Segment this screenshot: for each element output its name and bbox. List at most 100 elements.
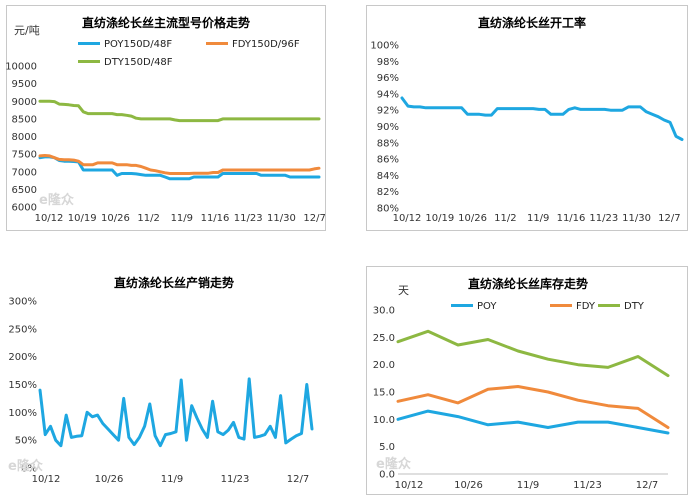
watermark-logo: e隆众 — [8, 458, 43, 474]
y-tick-label: 9000 — [12, 97, 37, 108]
x-tick-label: 11/30 — [267, 213, 296, 224]
y-tick-label: 5.0 — [379, 442, 395, 453]
x-tick-label: 11/9 — [517, 480, 539, 491]
y-tick-label: 50% — [15, 436, 37, 447]
legend-label: POY150D/48F — [104, 39, 172, 50]
y-axis-unit: 元/吨 — [14, 24, 40, 37]
y-tick-label: 0.0 — [379, 470, 395, 481]
x-tick-label: 12/7 — [303, 213, 325, 224]
y-tick-label: 9500 — [12, 79, 37, 90]
x-tick-label: 11/9 — [161, 474, 183, 485]
y-tick-label: 90% — [377, 122, 399, 133]
x-tick-label: 11/23 — [234, 213, 263, 224]
y-tick-label: 8000 — [12, 132, 37, 143]
series-lines — [400, 96, 684, 141]
x-tick-label: 11/23 — [573, 480, 602, 491]
x-tick-label: 11/30 — [622, 213, 651, 224]
x-tick-label: 11/23 — [589, 213, 618, 224]
x-tick-label: 10/12 — [35, 213, 64, 224]
y-tick-label: 25.0 — [373, 333, 395, 344]
series-lines — [38, 99, 321, 181]
y-tick-label: 92% — [377, 106, 399, 117]
chart-title: 直纺涤纶长丝库存走势 — [468, 276, 588, 291]
x-ticks: 10/12 10/19 10/26 11/2 11/9 11/16 11/23 11/30 12… — [35, 213, 326, 224]
y-tick-label: 250% — [8, 324, 37, 335]
y-tick-label: 7500 — [12, 150, 37, 161]
y-tick-label: 30.0 — [373, 306, 395, 317]
y-tick-label: 82% — [377, 187, 399, 198]
x-ticks: 10/12 10/19 10/26 11/2 11/9 11/16 11/23 11/30 12… — [393, 213, 681, 224]
legend-label: POY — [477, 301, 497, 312]
x-tick-label: 11/23 — [221, 474, 250, 485]
x-tick-label: 10/26 — [454, 480, 483, 491]
series-line-poy150d-48f — [38, 155, 321, 181]
series-line-poy — [396, 409, 670, 435]
x-tick-label: 10/12 — [395, 480, 424, 491]
x-tick-label: 10/12 — [32, 474, 61, 485]
y-tick-label: 80% — [377, 204, 399, 215]
y-ticks: 6000 6500 7000 7500 8000 8500 9000 9500 10000 — [6, 62, 37, 214]
y-tick-label: 200% — [8, 352, 37, 363]
watermark-logo: e隆众 — [376, 456, 411, 472]
chart-title: 直纺涤纶长丝主流型号价格走势 — [82, 15, 250, 30]
price-chart: 直纺涤纶长丝主流型号价格走势 元/吨 6000 6500 7000 7500 8000 8… — [6, 5, 326, 231]
chart-legend: POY150D/48F FDY150D/96F DTY150D/48F — [78, 39, 300, 68]
series-line — [38, 377, 314, 448]
chart-legend: POY FDY DTY — [451, 301, 645, 312]
x-tick-label: 10/26 — [95, 474, 124, 485]
y-tick-label: 100% — [370, 41, 399, 52]
series-line-fdy — [396, 385, 670, 429]
x-tick-label: 10/19 — [425, 213, 454, 224]
x-tick-label: 12/7 — [287, 474, 309, 485]
chart-title: 直纺涤纶长丝产销走势 — [114, 275, 234, 290]
price-chart-panel: 直纺涤纶长丝主流型号价格走势 元/吨 6000 6500 7000 7500 8000 8… — [6, 5, 326, 231]
operating-rate-chart-panel: 直纺涤纶长丝开工率 80% 82% 84% 86% 88% 90% 92% 94% 96% 98%… — [366, 5, 688, 231]
chart-title: 直纺涤纶长丝开工率 — [478, 15, 586, 30]
x-ticks: 10/12 10/26 11/9 11/23 12/7 — [395, 480, 659, 491]
y-tick-label: 6000 — [12, 203, 37, 214]
x-tick-label: 11/2 — [494, 213, 516, 224]
y-ticks: 0% 50% 100% 150% 200% 250% 300% — [8, 297, 37, 475]
series-lines — [396, 329, 670, 435]
x-tick-label: 10/19 — [68, 213, 97, 224]
series-line-dty — [396, 329, 670, 378]
x-ticks: 10/12 10/26 11/9 11/23 12/7 — [32, 474, 310, 485]
legend-label: FDY — [576, 301, 596, 312]
series-line — [400, 96, 684, 141]
y-ticks: 0.0 5.0 10.0 15.0 20.0 25.0 30.0 — [373, 306, 668, 481]
x-tick-label: 11/16 — [201, 213, 230, 224]
y-ticks: 80% 82% 84% 86% 88% 90% 92% 94% 96% 98% 100% — [370, 41, 399, 215]
x-tick-label: 10/26 — [101, 213, 130, 224]
x-tick-label: 12/7 — [658, 213, 680, 224]
y-tick-label: 10.0 — [373, 415, 395, 426]
watermark-logo: e隆众 — [39, 192, 74, 208]
series-line-dty150d-48f — [38, 99, 321, 123]
x-tick-label: 11/16 — [557, 213, 586, 224]
y-tick-label: 20.0 — [373, 360, 395, 371]
y-tick-label: 0% — [21, 464, 37, 475]
series-line-fdy150d-96f — [38, 154, 321, 175]
x-tick-label: 11/2 — [137, 213, 159, 224]
y-tick-label: 300% — [8, 297, 37, 308]
legend-label: DTY150D/48F — [104, 57, 173, 68]
y-tick-label: 84% — [377, 171, 399, 182]
x-tick-label: 10/26 — [458, 213, 487, 224]
x-tick-label: 12/7 — [636, 480, 658, 491]
y-tick-label: 7000 — [12, 167, 37, 178]
y-tick-label: 98% — [377, 57, 399, 68]
y-tick-label: 88% — [377, 138, 399, 149]
inventory-chart-panel: 直纺涤纶长丝库存走势 天 0.0 5.0 10.0 15.0 20.0 25.0 30.0 … — [366, 266, 688, 495]
y-tick-label: 100% — [8, 408, 37, 419]
x-tick-label: 11/9 — [527, 213, 549, 224]
legend-label: FDY150D/96F — [232, 39, 300, 50]
y-tick-label: 96% — [377, 73, 399, 84]
y-axis-unit: 天 — [398, 284, 409, 297]
operating-rate-chart: 直纺涤纶长丝开工率 80% 82% 84% 86% 88% 90% 92% 94% 96% 98%… — [366, 5, 688, 231]
y-tick-label: 94% — [377, 89, 399, 100]
sales-ratio-chart-panel: 直纺涤纶长丝产销走势 0% 50% 100% 150% 200% 250% 300% 10/… — [6, 263, 326, 495]
y-tick-label: 10000 — [6, 62, 37, 73]
inventory-chart: 直纺涤纶长丝库存走势 天 0.05.010.015.020.025.030.0 … — [366, 266, 688, 495]
y-tick-label: 150% — [8, 380, 37, 391]
y-tick-label: 15.0 — [373, 388, 395, 399]
y-tick-label: 86% — [377, 155, 399, 166]
